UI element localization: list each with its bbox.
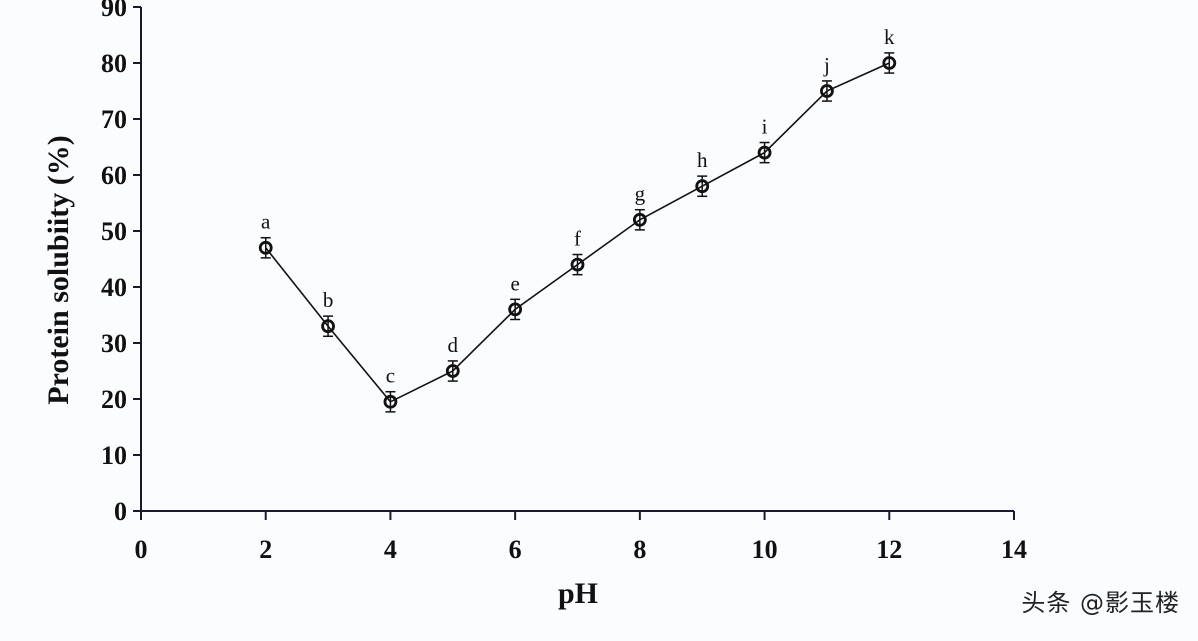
data-point: c xyxy=(383,364,398,413)
circle-marker-icon xyxy=(820,84,834,98)
circle-marker-icon xyxy=(258,240,273,255)
y-tick-label: 30 xyxy=(101,329,127,358)
circle-marker-icon xyxy=(445,364,460,378)
circle-marker-icon xyxy=(321,319,335,334)
x-tick-label: 2 xyxy=(259,535,272,564)
y-tick-label: 90 xyxy=(101,0,127,22)
significance-letter: f xyxy=(574,227,581,251)
significance-letter: c xyxy=(386,364,395,388)
significance-letter: h xyxy=(697,148,708,172)
y-tick-label: 50 xyxy=(101,217,127,246)
x-tick-label: 10 xyxy=(752,535,778,564)
significance-letter: a xyxy=(261,210,271,234)
data-point: f xyxy=(570,227,585,276)
circle-marker-icon xyxy=(882,56,897,70)
significance-letter: d xyxy=(448,333,459,357)
y-tick-label: 40 xyxy=(101,273,127,302)
data-point: d xyxy=(445,333,460,382)
circle-marker-icon xyxy=(695,179,710,194)
x-axis-label: pH xyxy=(558,577,598,610)
significance-letter: k xyxy=(884,25,895,49)
data-point: a xyxy=(258,210,273,259)
x-tick-label: 12 xyxy=(876,535,902,564)
watermark: 头条 @影玉楼 xyxy=(1021,589,1180,617)
significance-letter: j xyxy=(823,53,830,77)
y-tick-label: 80 xyxy=(101,49,127,78)
y-tick-label: 20 xyxy=(101,385,127,414)
x-tick-label: 8 xyxy=(633,535,646,564)
data-point: h xyxy=(695,148,710,198)
axes: 0 10 20 30 40 50 60 70 80 90 0 2 4 6 8 10 12 14 xyxy=(101,0,1027,564)
data-point: k xyxy=(882,25,897,74)
significance-letter: b xyxy=(323,288,334,312)
significance-letter: e xyxy=(510,271,519,295)
x-tick-label: 0 xyxy=(135,535,148,564)
significance-letter: i xyxy=(762,115,768,139)
circle-marker-icon xyxy=(570,257,585,272)
data-point: j xyxy=(820,53,834,102)
data-point: i xyxy=(757,115,772,164)
y-tick-label: 10 xyxy=(101,441,127,470)
x-tick-label: 6 xyxy=(509,535,522,564)
circle-marker-icon xyxy=(383,394,398,409)
significance-letter: g xyxy=(635,182,646,206)
x-tick-label: 14 xyxy=(1001,535,1027,564)
data-point: g xyxy=(632,182,647,231)
circle-marker-icon xyxy=(757,145,772,160)
data-point: b xyxy=(321,288,335,338)
y-tick-label: 0 xyxy=(114,497,127,526)
data-point: e xyxy=(508,271,523,321)
circle-marker-icon xyxy=(508,302,523,317)
circle-marker-icon xyxy=(632,212,647,227)
data-series: a b c d e f g h i j k xyxy=(258,25,897,413)
x-tick-label: 4 xyxy=(384,535,397,564)
y-axis-label: Protein solubiity (%) xyxy=(42,135,75,404)
y-tick-label: 70 xyxy=(101,105,127,134)
y-tick-label: 60 xyxy=(101,161,127,190)
